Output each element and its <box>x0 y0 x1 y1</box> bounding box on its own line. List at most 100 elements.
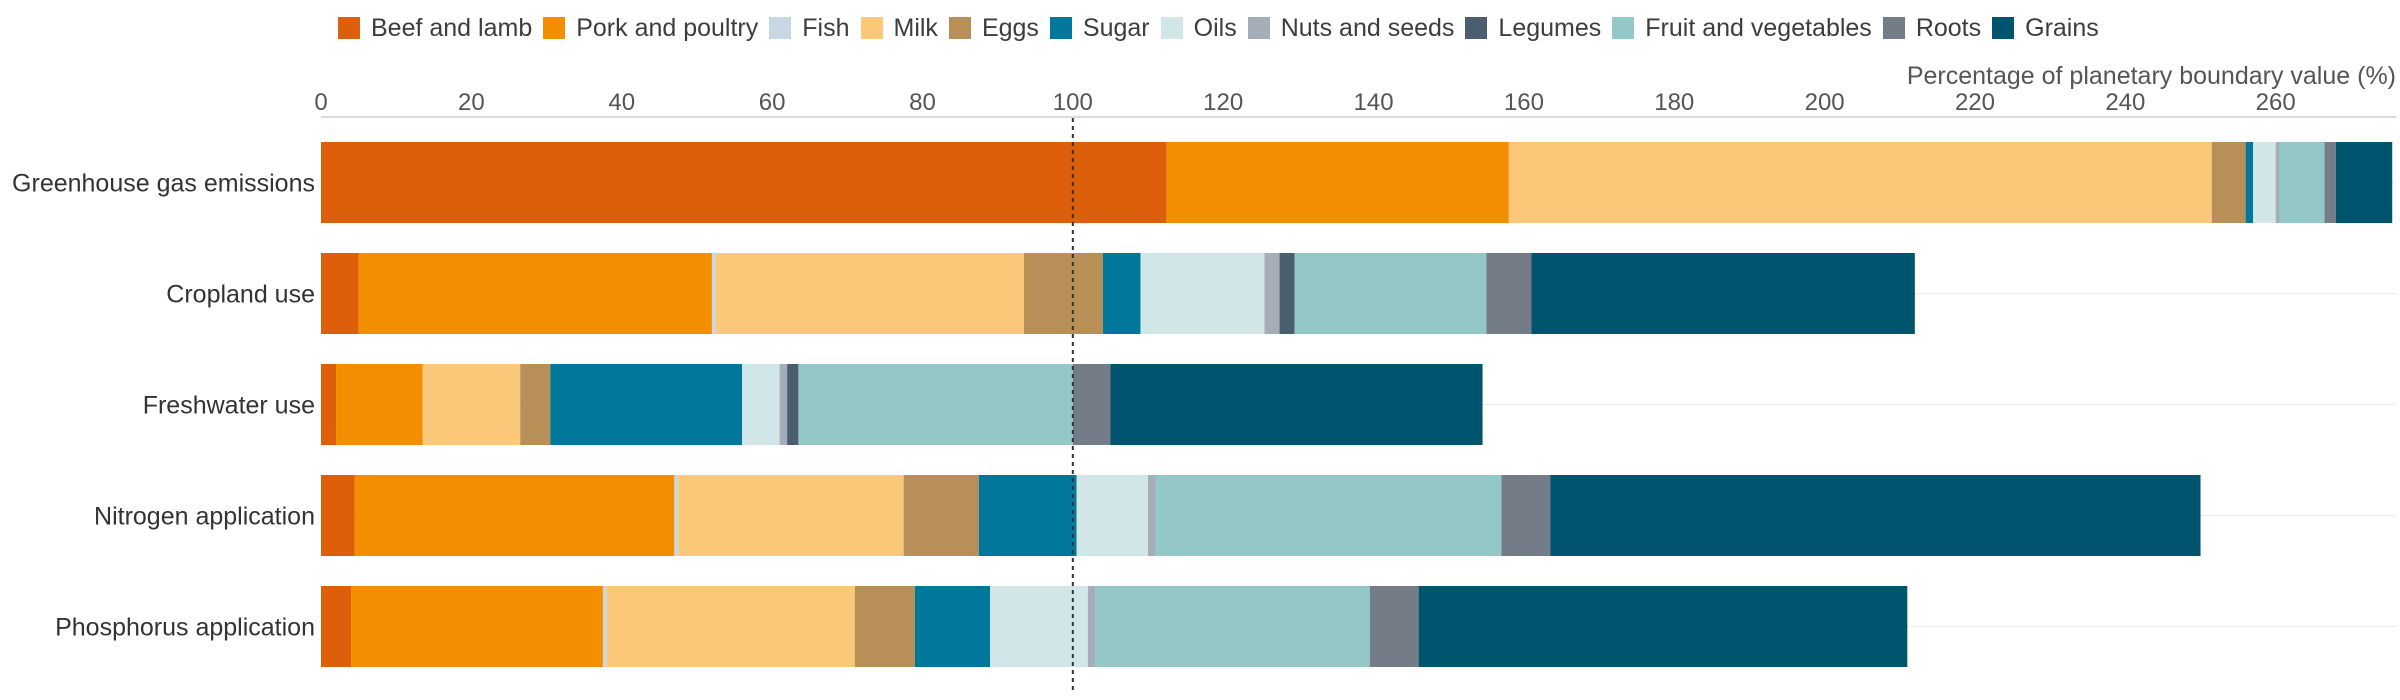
legend-swatch <box>1049 17 1072 39</box>
bar-segment-beef-and-lamb <box>321 253 359 334</box>
bar-segment-milk <box>422 364 521 445</box>
legend-label: Oils <box>1193 14 1237 42</box>
bar-segment-milk <box>715 253 1024 334</box>
bar-segment-grains <box>1418 586 1908 667</box>
bar-segment-roots <box>1501 475 1551 556</box>
bar-segment-nuts-and-seeds <box>779 364 788 445</box>
x-tick-label: 120 <box>1203 89 1243 116</box>
legend-label: Fruit and vegetables <box>1645 14 1872 42</box>
category-label: Cropland use <box>166 281 315 309</box>
bar-segment-sugar <box>550 364 743 445</box>
x-tick-label: 220 <box>1955 89 1995 116</box>
bar-segment-fruit-and-vegetables <box>1095 586 1370 667</box>
legend-label: Sugar <box>1082 14 1150 42</box>
legend-label: Roots <box>1915 14 1982 42</box>
bar-segment-roots <box>1486 253 1532 334</box>
bar-segment-grains <box>1550 475 2201 556</box>
bar-segment-pork-and-poultry <box>351 586 603 667</box>
legend-swatch <box>769 17 792 39</box>
category-label: Greenhouse gas emissions <box>12 170 315 198</box>
x-tick-label: 80 <box>909 89 936 116</box>
bar-segment-fruit-and-vegetables <box>798 364 1073 445</box>
legend-item-fruit-and-vegetables: Fruit and vegetables <box>1612 13 1872 43</box>
bar-segment-oils <box>2253 142 2276 223</box>
bar-segment-fruit-and-vegetables <box>2279 142 2325 223</box>
legend-item-roots: Roots <box>1882 13 1982 43</box>
legend-swatch <box>338 17 360 39</box>
bar-segment-beef-and-lamb <box>321 475 355 556</box>
legend-swatch <box>1612 17 1635 39</box>
legend-item-nuts-and-seeds: Nuts and seeds <box>1247 13 1455 43</box>
bar-segment-oils <box>1076 475 1148 556</box>
legend-label: Grains <box>2025 14 2099 42</box>
chart-legend: Beef and lamb Pork and poultry Fish Milk Egg… <box>338 12 2110 44</box>
bar-segment-oils <box>742 364 780 445</box>
bar-segment-sugar <box>978 475 1077 556</box>
bar-segment-pork-and-poultry <box>354 475 675 556</box>
bar-segment-eggs <box>1023 253 1103 334</box>
bar-segment-milk <box>606 586 855 667</box>
legend-swatch <box>1247 17 1270 39</box>
bar-segment-pork-and-poultry <box>358 253 712 334</box>
bar-segment-sugar <box>2245 142 2254 223</box>
x-tick-label: 160 <box>1504 89 1544 116</box>
legend-swatch <box>1882 17 1905 39</box>
bar-segment-oils <box>1140 253 1265 334</box>
legend-swatch <box>1992 17 2015 39</box>
legend-item-beef-and-lamb: Beef and lamb <box>338 13 532 43</box>
bar-segment-beef-and-lamb <box>321 364 337 445</box>
legend-item-grains: Grains <box>1992 13 2099 43</box>
bar-segment-fruit-and-vegetables <box>1155 475 1502 556</box>
bar-segment-eggs <box>903 475 979 556</box>
category-label: Phosphorus application <box>55 614 315 642</box>
legend-item-eggs: Eggs <box>948 13 1039 43</box>
x-tick-label: 60 <box>759 89 786 116</box>
legend-swatch <box>1465 17 1488 39</box>
legend-label: Pork and poultry <box>576 14 759 42</box>
bar-segment-pork-and-poultry <box>1166 142 1509 223</box>
bar-segment-legumes <box>1279 253 1295 334</box>
legend-label: Beef and lamb <box>371 14 533 42</box>
legend-item-sugar: Sugar <box>1049 13 1150 43</box>
x-tick-label: 40 <box>608 89 635 116</box>
legend-label: Eggs <box>981 14 1039 42</box>
legend-swatch <box>1160 17 1183 39</box>
bar-segment-roots <box>1369 586 1419 667</box>
x-tick-label: 0 <box>314 89 327 116</box>
category-label: Freshwater use <box>143 392 315 420</box>
bar-segment-grains <box>2335 142 2393 223</box>
x-axis-title: Percentage of planetary boundary value (… <box>1907 62 2396 90</box>
bar-segment-oils <box>990 586 1088 667</box>
x-tick-label: 260 <box>2256 89 2296 116</box>
bar-segment-nuts-and-seeds <box>1147 475 1156 556</box>
x-tick-label: 240 <box>2105 89 2145 116</box>
bar-segment-fruit-and-vegetables <box>1294 253 1487 334</box>
x-tick-label: 20 <box>458 89 485 116</box>
bar-segment-grains <box>1531 253 1915 334</box>
x-tick-label: 180 <box>1654 89 1694 116</box>
bar-segment-milk <box>678 475 904 556</box>
legend-label: Nuts and seeds <box>1280 14 1455 42</box>
bar-segment-beef-and-lamb <box>321 586 352 667</box>
bar-segment-roots <box>2324 142 2336 223</box>
bar-segment-sugar <box>1102 253 1141 334</box>
x-tick-label: 100 <box>1053 89 1093 116</box>
legend-item-oils: Oils <box>1160 13 1237 43</box>
legend-swatch <box>543 17 566 39</box>
bar-segment-nuts-and-seeds <box>1264 253 1280 334</box>
bar-segment-nuts-and-seeds <box>2275 142 2280 223</box>
bar-segment-pork-and-poultry <box>336 364 423 445</box>
bar-segment-eggs <box>2211 142 2246 223</box>
legend-swatch <box>860 17 883 39</box>
bar-segment-milk <box>1508 142 2212 223</box>
legend-item-pork-and-poultry: Pork and poultry <box>543 13 758 43</box>
x-tick-label: 140 <box>1354 89 1394 116</box>
bar-segment-roots <box>1072 364 1111 445</box>
bar-segment-fish <box>711 253 716 334</box>
legend-swatch <box>948 17 971 39</box>
bar-segment-grains <box>1110 364 1483 445</box>
legend-label: Legumes <box>1498 14 1602 42</box>
bar-segment-eggs <box>854 586 915 667</box>
